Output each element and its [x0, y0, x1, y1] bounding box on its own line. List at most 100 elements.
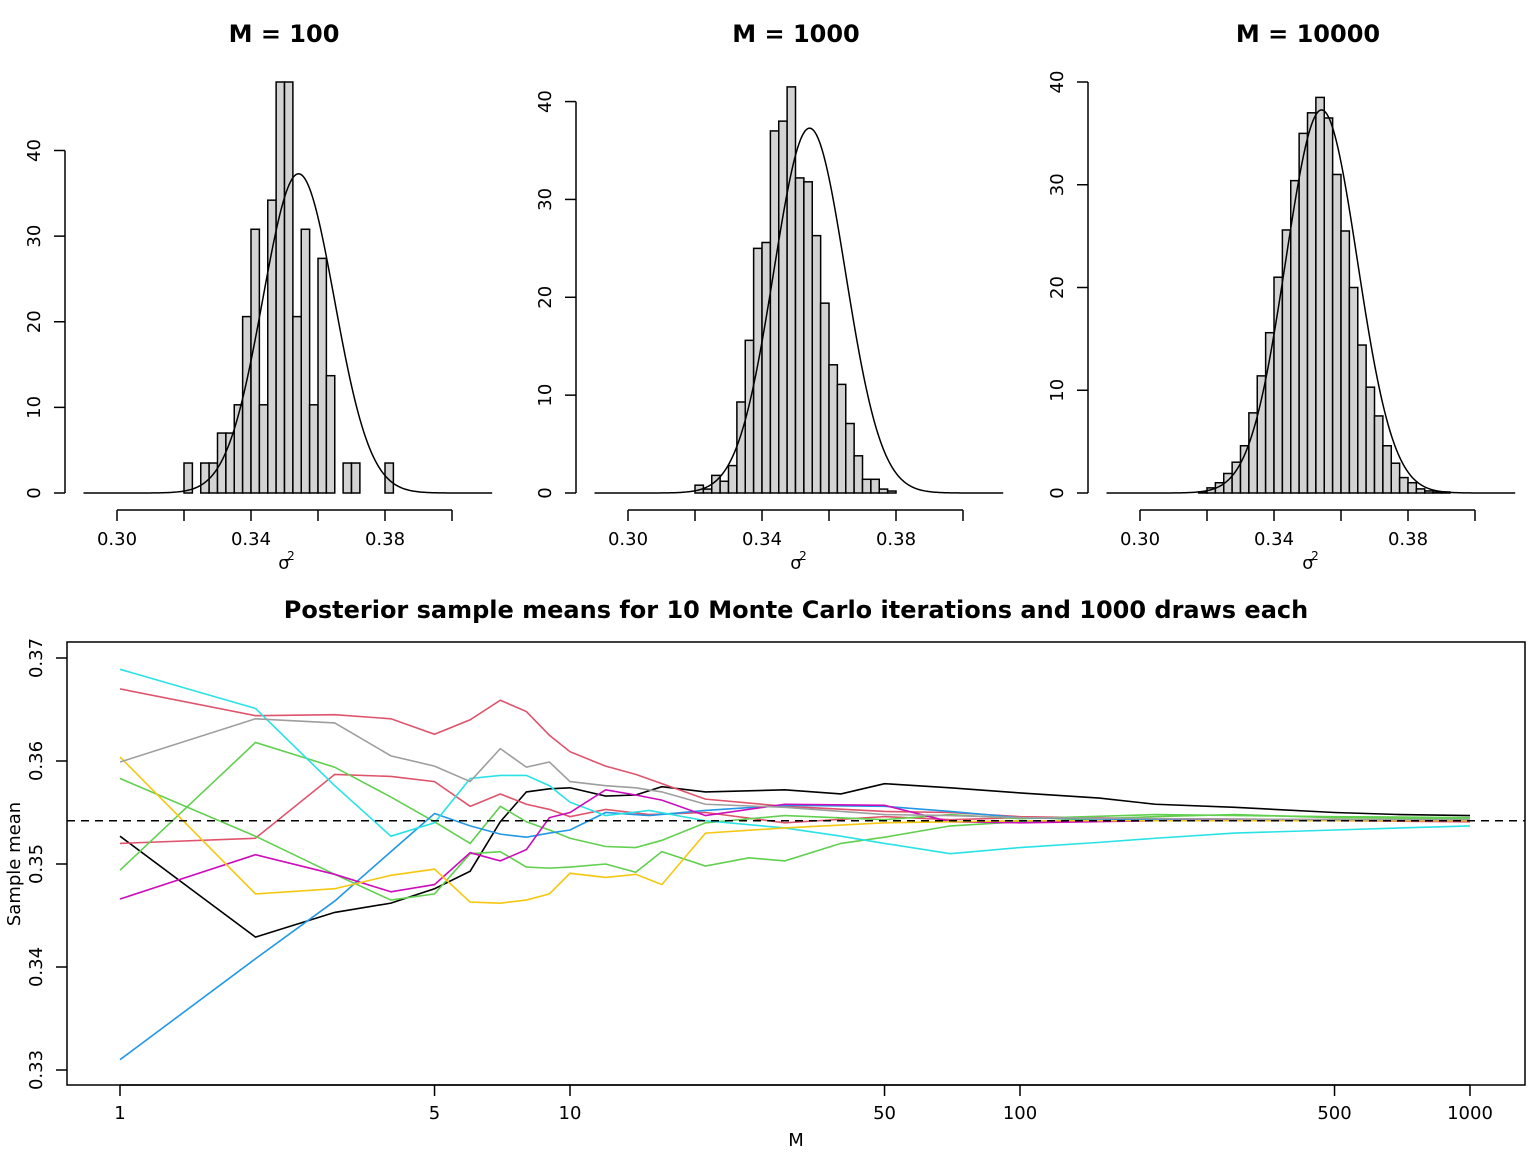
x-axis-label: σ [1302, 553, 1313, 574]
y-tick-label: 0.34 [26, 947, 47, 987]
panel-title: Posterior sample means for 10 Monte Carl… [284, 596, 1308, 624]
histogram-bar [1323, 117, 1334, 494]
histogram-bar [241, 315, 252, 494]
histogram-bar [845, 422, 855, 494]
histogram-bar [1382, 444, 1393, 494]
y-tick-label: 0 [535, 487, 556, 498]
histogram-bar [308, 404, 319, 494]
x-tick-label: 0.38 [876, 529, 916, 550]
y-axis: 0 10 20 30 40 [535, 90, 577, 499]
histogram-bar [1424, 490, 1434, 494]
x-axis-label: M [788, 1130, 804, 1151]
y-tick-label: 30 [1047, 173, 1068, 196]
x-tick-label: 0.30 [97, 529, 137, 550]
x-axis: 0.30 0.34 0.38 [97, 509, 453, 550]
y-tick-label: 0.36 [26, 741, 47, 781]
histogram-bar [828, 364, 839, 494]
trace-panel: Posterior sample means for 10 Monte Carl… [4, 596, 1526, 1151]
x-tick-label: 0.38 [1388, 529, 1428, 550]
histogram-bar [283, 81, 294, 494]
x-axis-label-superscript: 2 [1311, 549, 1319, 563]
histogram-bar [1306, 112, 1317, 494]
x-tick-label: 10 [559, 1103, 582, 1124]
density-curve [594, 127, 1004, 494]
x-axis: 1 5 10 50 100 500 1000 [114, 1084, 1493, 1124]
x-tick-label: 0.30 [1120, 529, 1160, 550]
histogram-bar [702, 488, 713, 494]
x-tick-label: 1000 [1447, 1103, 1493, 1124]
histogram-bar [761, 241, 772, 494]
x-axis: 0.30 0.34 0.38 [608, 509, 964, 550]
histogram-bar [769, 130, 780, 494]
x-tick-label: 1 [114, 1103, 125, 1124]
panel-title: M = 1000 [732, 20, 860, 48]
series-line [119, 668, 1471, 855]
x-tick-label: 0.30 [608, 529, 648, 550]
y-tick-label: 30 [535, 188, 556, 211]
histogram-bar [275, 81, 286, 494]
histogram-bar [1290, 179, 1300, 494]
x-axis: 0.30 0.34 0.38 [1120, 509, 1476, 550]
histogram-bar [250, 228, 261, 494]
series-lines [119, 668, 1471, 1061]
histogram-bar [1357, 344, 1367, 494]
series-line [119, 717, 1470, 821]
histogram-bar [200, 462, 210, 494]
histogram-bar [183, 462, 194, 494]
y-tick-label: 20 [1047, 276, 1068, 299]
series-line [119, 788, 1471, 900]
x-axis-label: σ [790, 553, 801, 574]
histogram-bar [819, 302, 830, 494]
histogram-bar [736, 401, 747, 494]
y-tick-label: 0.37 [26, 638, 47, 678]
x-tick-label: 0.34 [231, 529, 271, 550]
histogram-bar [1373, 415, 1384, 494]
x-tick-label: 0.34 [1254, 529, 1294, 550]
x-tick-label: 0.38 [365, 529, 405, 550]
y-tick-label: 20 [535, 286, 556, 309]
y-tick-label: 0 [1047, 487, 1068, 498]
y-tick-label: 40 [24, 139, 45, 162]
histogram-bar [752, 247, 763, 494]
histogram-bar [233, 404, 244, 494]
y-tick-label: 10 [1047, 379, 1068, 402]
histogram-bar [794, 177, 805, 494]
y-tick-label: 40 [535, 90, 556, 113]
x-axis-label-superscript: 2 [799, 549, 807, 563]
histogram-bar [325, 374, 336, 494]
histogram-bar [267, 199, 277, 494]
histogram-bar [216, 432, 227, 494]
y-tick-label: 10 [24, 396, 45, 419]
histogram-bar [786, 86, 797, 494]
x-tick-label: 0.34 [742, 529, 782, 550]
x-tick-label: 5 [429, 1103, 440, 1124]
histogram-bar [300, 228, 311, 494]
histogram-bar [292, 315, 302, 494]
y-tick-label: 20 [24, 310, 45, 333]
x-axis-label: σ [278, 553, 289, 574]
series-line [119, 777, 1471, 901]
density-curve [1106, 109, 1516, 494]
histogram-bar [1340, 230, 1351, 494]
histogram-bar [1315, 96, 1326, 494]
y-tick-label: 10 [535, 384, 556, 407]
histogram-bar [1415, 488, 1426, 494]
histogram-bar [317, 257, 328, 494]
histogram-bar [258, 404, 269, 494]
x-tick-label: 100 [1003, 1103, 1037, 1124]
histogram-bar [836, 383, 847, 494]
histogram-bar [1398, 476, 1409, 494]
histogram-bar [719, 480, 730, 494]
histogram-bar [1331, 173, 1342, 494]
y-tick-label: 0.33 [26, 1050, 47, 1090]
x-tick-label: 500 [1317, 1103, 1351, 1124]
plot-box [66, 641, 1526, 1086]
histogram-bar [861, 478, 872, 494]
histogram-bar [1407, 481, 1418, 494]
y-tick-label: 40 [1047, 71, 1068, 94]
histogram-bar [778, 120, 788, 494]
histogram-bar [853, 455, 864, 494]
histogram-bar [1248, 412, 1259, 494]
x-tick-label: 50 [873, 1103, 896, 1124]
